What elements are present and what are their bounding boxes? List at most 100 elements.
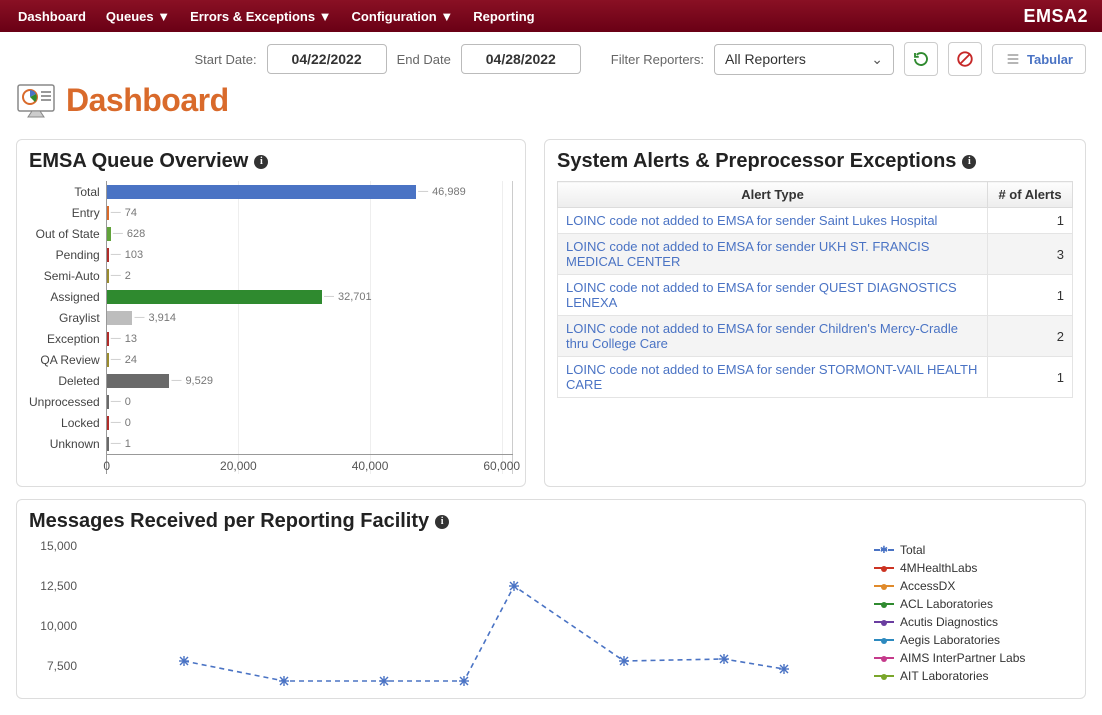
info-icon[interactable]: i	[435, 515, 449, 529]
bar	[107, 353, 109, 367]
bar-value-label: 3,914	[148, 312, 176, 324]
legend-item[interactable]: ACL Laboratories	[874, 595, 1073, 613]
bar-value-label: 24	[125, 354, 137, 366]
bar	[107, 290, 322, 304]
alerts-panel-title: System Alerts & Preprocessor Exceptions	[557, 150, 956, 173]
x-axis-tick: 60,000	[483, 459, 520, 473]
series-marker	[719, 654, 729, 664]
alert-type-cell: LOINC code not added to EMSA for sender …	[558, 275, 988, 316]
top-nav-bar: DashboardQueues ▼Errors & Exceptions ▼Co…	[0, 0, 1102, 32]
bar	[107, 206, 109, 220]
bar-category-label: Out of State	[36, 223, 100, 244]
legend-label: Aegis Laboratories	[900, 633, 1000, 647]
filter-reporters-label: Filter Reporters:	[611, 52, 704, 67]
bar-row: —74	[107, 202, 513, 223]
legend-label: AIT Laboratories	[900, 669, 989, 683]
bar-value-label: 628	[127, 228, 145, 240]
end-date-input[interactable]: 04/28/2022	[461, 44, 581, 74]
bar-value-label: 1	[125, 438, 131, 450]
legend-item[interactable]: AIMS InterPartner Labs	[874, 649, 1073, 667]
bar-row: —32,701	[107, 286, 513, 307]
info-icon[interactable]: i	[254, 155, 268, 169]
nav-menu-item[interactable]: Reporting	[463, 9, 544, 24]
bar	[107, 395, 109, 409]
bar-category-label: Total	[74, 181, 99, 202]
legend-item[interactable]: Aegis Laboratories	[874, 631, 1073, 649]
nav-menu-item[interactable]: Queues ▼	[96, 9, 180, 24]
alert-row[interactable]: LOINC code not added to EMSA for sender …	[558, 208, 1073, 234]
bar	[107, 437, 109, 451]
x-axis-tick: 20,000	[220, 459, 257, 473]
alert-type-cell: LOINC code not added to EMSA for sender …	[558, 316, 988, 357]
messages-line-chart: 15,00012,50010,0007,500	[29, 541, 864, 686]
bar-category-label: Graylist	[59, 307, 100, 328]
legend-item[interactable]: AIT Laboratories	[874, 667, 1073, 685]
alerts-panel: System Alerts & Preprocessor Exceptions …	[544, 139, 1086, 487]
refresh-icon	[912, 50, 930, 68]
chevron-down-icon: ⌄	[871, 51, 883, 68]
bar-row: —103	[107, 244, 513, 265]
alert-row[interactable]: LOINC code not added to EMSA for sender …	[558, 316, 1073, 357]
alert-count-cell: 1	[988, 208, 1073, 234]
bar-row: —9,529	[107, 370, 513, 391]
bar	[107, 332, 109, 346]
messages-panel-title: Messages Received per Reporting Facility	[29, 510, 429, 533]
legend-item[interactable]: 4MHealthLabs	[874, 559, 1073, 577]
info-icon[interactable]: i	[962, 155, 976, 169]
no-entry-icon	[956, 50, 974, 68]
series-marker	[279, 676, 289, 686]
bar-value-label: 2	[125, 270, 131, 282]
alerts-col-count: # of Alerts	[988, 182, 1073, 208]
alert-type-cell: LOINC code not added to EMSA for sender …	[558, 357, 988, 398]
filter-reporters-select[interactable]: All Reporters ⌄	[714, 44, 894, 75]
bar-category-label: Pending	[56, 244, 100, 265]
bar-value-label: 32,701	[338, 291, 372, 303]
bar-row: —3,914	[107, 307, 513, 328]
start-date-input[interactable]: 04/22/2022	[267, 44, 387, 74]
alert-row[interactable]: LOINC code not added to EMSA for sender …	[558, 357, 1073, 398]
alert-type-cell: LOINC code not added to EMSA for sender …	[558, 234, 988, 275]
series-marker	[619, 656, 629, 666]
bar	[107, 269, 109, 283]
series-marker	[379, 676, 389, 686]
alerts-col-type: Alert Type	[558, 182, 988, 208]
bar-category-label: Deleted	[58, 370, 99, 391]
legend-label: AccessDX	[900, 579, 955, 593]
bar-value-label: 103	[125, 249, 143, 261]
nav-menu-item[interactable]: Errors & Exceptions ▼	[180, 9, 341, 24]
series-marker	[509, 581, 519, 591]
bar	[107, 185, 416, 199]
bar-row: —2	[107, 265, 513, 286]
end-date-label: End Date	[397, 52, 451, 67]
bar-value-label: 13	[125, 333, 137, 345]
tabular-view-button[interactable]: Tabular	[992, 44, 1086, 74]
total-series-line	[184, 586, 784, 681]
nav-menu-item[interactable]: Dashboard	[8, 9, 96, 24]
alert-row[interactable]: LOINC code not added to EMSA for sender …	[558, 234, 1073, 275]
series-marker	[459, 676, 469, 686]
app-brand: EMSA2	[1023, 6, 1094, 27]
bar-category-label: Assigned	[50, 286, 99, 307]
bar-row: —0	[107, 412, 513, 433]
alert-row[interactable]: LOINC code not added to EMSA for sender …	[558, 275, 1073, 316]
bar	[107, 311, 133, 325]
y-axis-tick: 12,500	[40, 579, 77, 593]
legend-label: Total	[900, 543, 925, 557]
filter-reporters-value: All Reporters	[725, 51, 806, 67]
legend-label: Acutis Diagnostics	[900, 615, 998, 629]
legend-item[interactable]: AccessDX	[874, 577, 1073, 595]
bar-row: —0	[107, 391, 513, 412]
series-marker	[779, 664, 789, 674]
legend-item[interactable]: ✱Total	[874, 541, 1073, 559]
refresh-button[interactable]	[904, 42, 938, 76]
page-title: Dashboard	[66, 82, 229, 119]
bar-category-label: Locked	[61, 412, 100, 433]
queue-panel-title: EMSA Queue Overview	[29, 150, 248, 173]
list-icon	[1005, 51, 1021, 67]
bar-value-label: 0	[125, 417, 131, 429]
start-date-label: Start Date:	[194, 52, 256, 67]
legend-item[interactable]: Acutis Diagnostics	[874, 613, 1073, 631]
nav-menu-item[interactable]: Configuration ▼	[342, 9, 464, 24]
bar-value-label: 9,529	[185, 375, 213, 387]
clear-button[interactable]	[948, 42, 982, 76]
